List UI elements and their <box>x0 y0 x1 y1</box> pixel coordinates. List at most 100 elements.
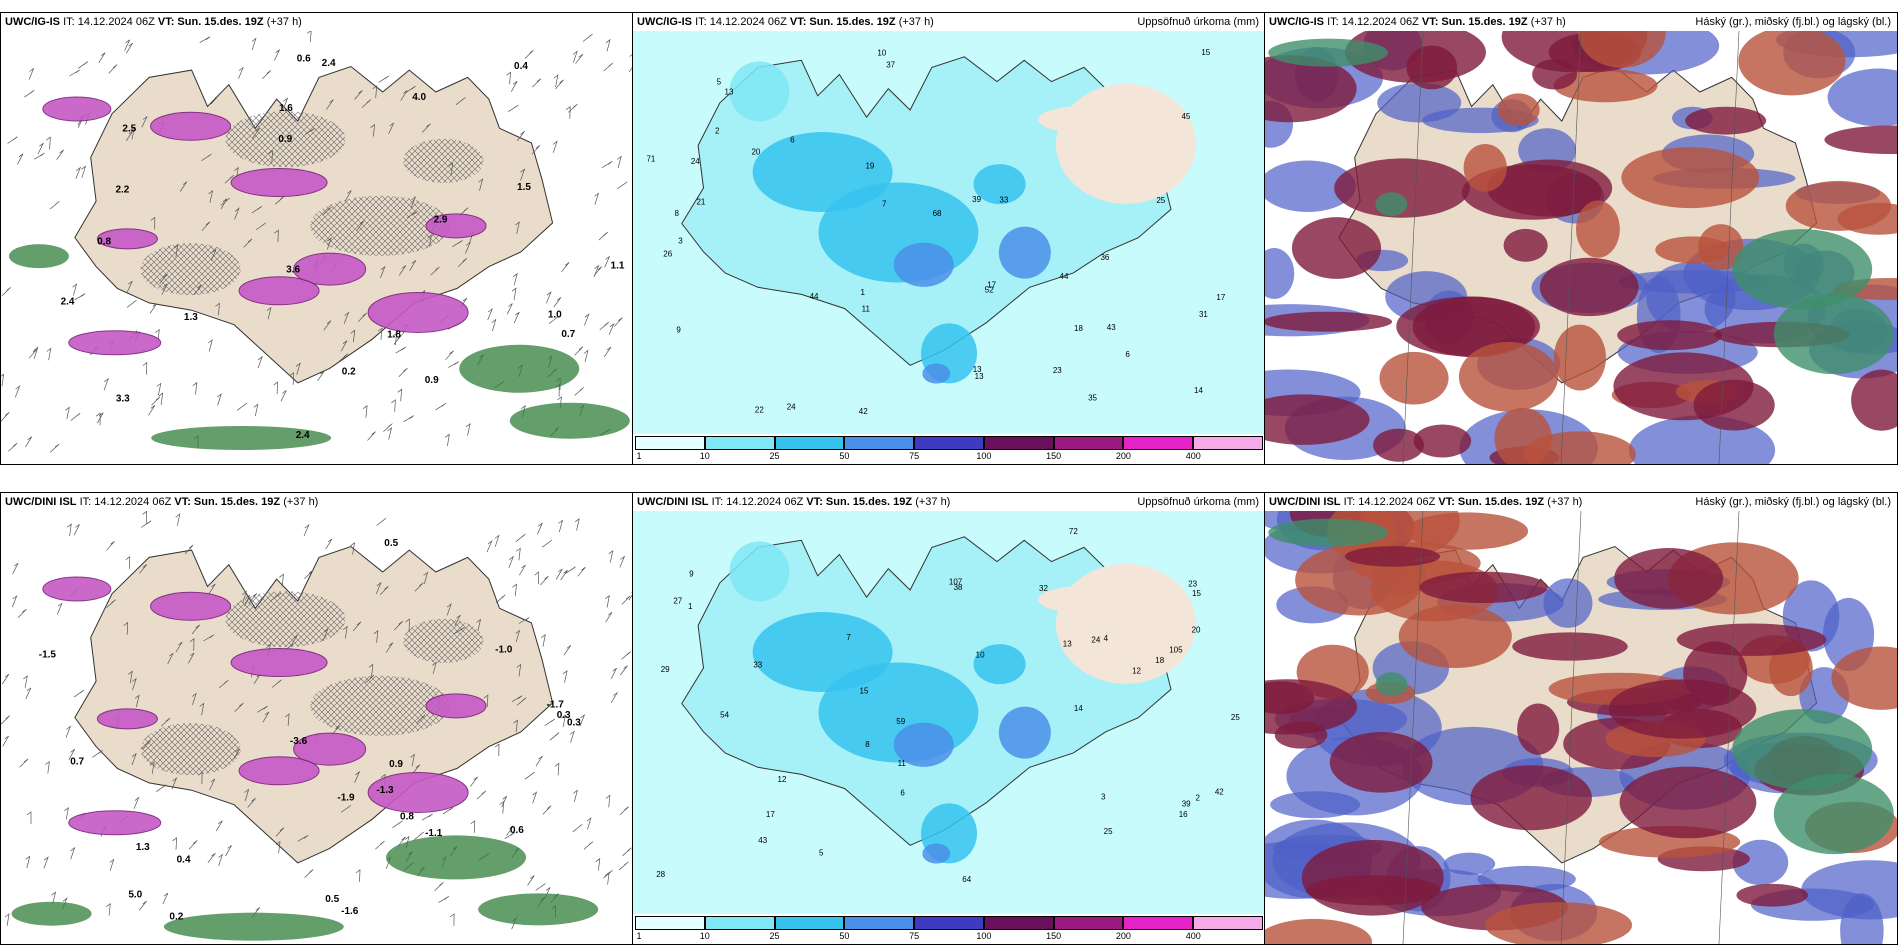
wind-barb <box>142 361 148 375</box>
wind-barb <box>553 297 562 308</box>
graticule-line <box>1560 511 1582 944</box>
wind-barb <box>149 761 155 775</box>
wind-barb <box>274 229 279 243</box>
precip-value: 8 <box>674 209 679 218</box>
mid-cloud <box>1405 512 1529 550</box>
wind-barb <box>452 240 463 248</box>
wind-barb <box>491 318 497 332</box>
colorbar-segment <box>1193 436 1263 450</box>
precip-cell <box>238 756 320 786</box>
wind-barb <box>395 346 407 354</box>
value-label: 0.8 <box>97 236 111 247</box>
precip-value: 22 <box>755 405 764 414</box>
mid-cloud <box>1532 59 1578 90</box>
wind-barb <box>535 755 543 767</box>
wind-barb <box>598 231 608 241</box>
wind-barb <box>409 260 417 271</box>
colorbar-tick-label: 150 <box>1046 451 1062 461</box>
mid-cloud <box>1837 202 1897 235</box>
wind-barb <box>393 335 402 345</box>
model-name: UWC/IG-IS <box>637 16 692 28</box>
wind-barb <box>167 652 174 664</box>
colorbar-segment <box>1193 916 1263 930</box>
wind-barb <box>161 283 168 295</box>
mid-cloud <box>1685 106 1767 135</box>
dry-area <box>1038 105 1139 134</box>
value-label: 0.3 <box>567 717 581 728</box>
wind-barb <box>197 771 203 785</box>
precip-value: 13 <box>975 372 984 381</box>
precip-value: 24 <box>787 402 796 411</box>
colorbar-segment <box>704 436 775 450</box>
wind-barb <box>546 291 552 304</box>
value-label: 0.8 <box>400 812 414 823</box>
wind-barb <box>233 748 240 760</box>
wind-barb <box>621 595 631 605</box>
wind-barb <box>338 353 349 362</box>
wind-barb <box>273 49 280 61</box>
precip-value: 24 <box>1091 635 1100 644</box>
colorbar-tick-label: 200 <box>1115 451 1131 461</box>
wind-barb <box>192 381 198 395</box>
panel-header: UWC/IG-IS IT: 14.12.2024 06Z VT: Sun. 15… <box>633 13 1265 31</box>
wind-barb <box>155 328 160 342</box>
wind-barb <box>558 519 564 533</box>
wind-barb <box>46 347 52 361</box>
wind-barb <box>422 813 433 821</box>
lead-time: (+37 h) <box>915 496 951 508</box>
mid-cloud <box>1736 883 1808 907</box>
wind-barb <box>553 74 559 87</box>
wind-barb <box>487 307 493 321</box>
precip-cell <box>150 111 232 141</box>
colorbar-tick-label: 100 <box>976 931 992 941</box>
colorbar-tick-label: 10 <box>699 931 710 941</box>
wind-barb <box>340 805 352 813</box>
mid-cloud <box>1485 902 1633 944</box>
wind-barb <box>304 570 314 580</box>
value-label: 2.5 <box>122 124 136 135</box>
wind-barb <box>610 667 617 680</box>
wind-barb <box>218 853 224 867</box>
wind-barb <box>43 856 49 869</box>
precip-colorbar: 1 10 25 50 75 100 150 200 400 <box>635 436 1263 462</box>
wind-precip-map: 5.0 -3.6 1.3 0.3 0.4 0.5 -1.6 -1.7 0.5 0.9 0.8 -1.0… <box>1 511 633 944</box>
wind-barb <box>470 776 478 787</box>
low-cloud <box>1270 791 1361 819</box>
wind-barb <box>454 627 465 635</box>
wind-barb <box>593 264 600 277</box>
precip-value: 105 <box>1169 646 1183 655</box>
colorbar-segment <box>1053 916 1124 930</box>
glacier-hatch <box>403 618 484 663</box>
wind-barb <box>131 752 137 766</box>
precip-value: 42 <box>859 407 868 416</box>
mid-cloud <box>1265 311 1393 332</box>
high-cloud <box>1268 518 1389 547</box>
panel-header: UWC/IG-IS IT: 14.12.2024 06Z VT: Sun. 15… <box>1265 13 1897 31</box>
precip-value: 43 <box>1107 323 1116 332</box>
wind-barb <box>64 806 69 820</box>
value-label: 0.2 <box>169 911 183 922</box>
wind-barb <box>26 811 32 824</box>
wind-barb <box>1 673 10 685</box>
wind-barb <box>279 573 284 587</box>
wind-barb <box>14 385 21 398</box>
wind-barb <box>508 555 515 569</box>
precip-value: 15 <box>1192 589 1201 598</box>
wind-barb <box>171 776 178 790</box>
wind-barb <box>203 634 215 642</box>
wind-barb <box>70 846 76 860</box>
precip-value: 29 <box>661 665 670 674</box>
value-label: 5.0 <box>128 889 142 900</box>
mid-cloud <box>1413 424 1472 458</box>
precip-cell <box>42 96 112 122</box>
mid-cloud <box>1458 342 1559 412</box>
wind-barb <box>67 523 72 537</box>
wind-barb <box>350 329 356 343</box>
colorbar-segment <box>1053 436 1124 450</box>
precip-value: 27 <box>673 597 682 606</box>
mid-cloud <box>1265 55 1357 123</box>
precip-value: 19 <box>865 162 874 171</box>
init-time: IT: 14.12.2024 06Z <box>63 16 155 28</box>
precip-cell <box>230 648 328 678</box>
high-cloud <box>1732 229 1873 310</box>
